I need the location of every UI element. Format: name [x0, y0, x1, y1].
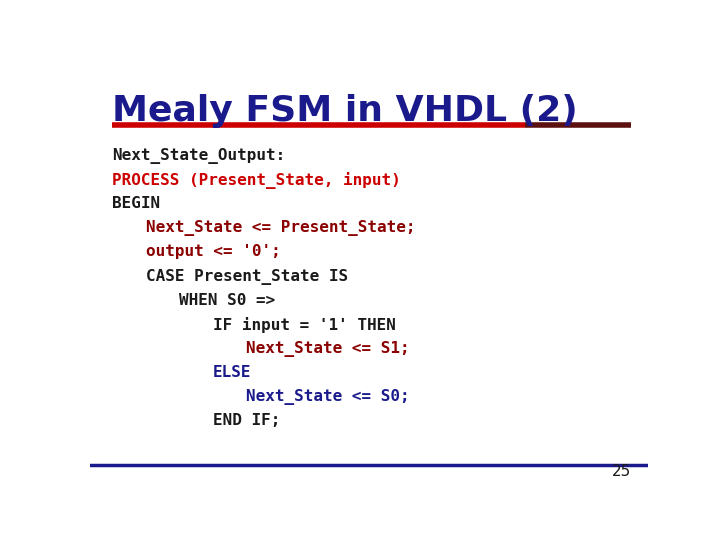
Text: ELSE: ELSE: [213, 365, 251, 380]
Text: Next_State <= S0;: Next_State <= S0;: [246, 389, 410, 405]
Text: PROCESS (Present_State, input): PROCESS (Present_State, input): [112, 172, 401, 189]
Text: IF input = '1' THEN: IF input = '1' THEN: [213, 317, 395, 333]
Text: CASE Present_State IS: CASE Present_State IS: [145, 268, 348, 285]
Text: END IF;: END IF;: [213, 413, 280, 428]
Text: 25: 25: [612, 463, 631, 478]
Text: Next_State_Output:: Next_State_Output:: [112, 148, 286, 164]
Text: Next_State <= S1;: Next_State <= S1;: [246, 341, 410, 357]
Text: Mealy FSM in VHDL (2): Mealy FSM in VHDL (2): [112, 94, 578, 128]
Text: WHEN S0 =>: WHEN S0 =>: [179, 293, 276, 308]
Text: BEGIN: BEGIN: [112, 196, 161, 211]
Text: output <= '0';: output <= '0';: [145, 245, 281, 259]
Text: Next_State <= Present_State;: Next_State <= Present_State;: [145, 220, 415, 237]
